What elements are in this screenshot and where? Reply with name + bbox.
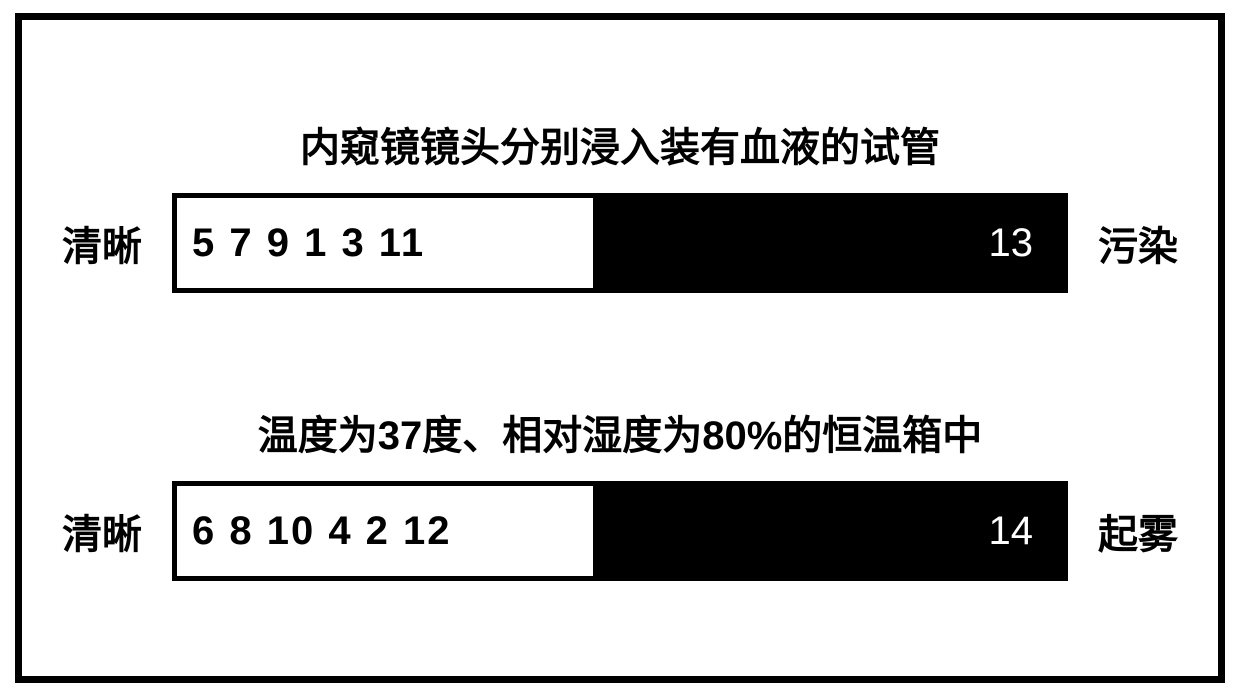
row-2-label-left: 清晰: [52, 502, 152, 560]
row-2-bar-light: 6 8 10 4 2 12: [177, 486, 593, 576]
row-2-label-right: 起雾: [1088, 502, 1188, 560]
row-1-label-left: 清晰: [52, 214, 152, 272]
row-1-title: 内窥镜镜头分别浸入装有血液的试管: [300, 115, 940, 173]
row-1-light-text: 5 7 9 1 3 11: [192, 221, 425, 266]
row-1-dark-text: 13: [989, 221, 1034, 266]
row-2-title: 温度为37度、相对湿度为80%的恒温箱中: [258, 403, 983, 461]
row-1-label-right: 污染: [1088, 214, 1188, 272]
row-2-bar-row: 清晰 6 8 10 4 2 12 14 起雾: [52, 481, 1188, 581]
row-1: 内窥镜镜头分别浸入装有血液的试管 清晰 5 7 9 1 3 11 13 污染: [52, 115, 1188, 293]
row-1-bar: 5 7 9 1 3 11 13: [172, 193, 1068, 293]
row-1-bar-light: 5 7 9 1 3 11: [177, 198, 593, 288]
row-2-dark-text: 14: [989, 509, 1034, 554]
diagram-container: 内窥镜镜头分别浸入装有血液的试管 清晰 5 7 9 1 3 11 13 污染 温…: [15, 13, 1225, 683]
row-1-bar-row: 清晰 5 7 9 1 3 11 13 污染: [52, 193, 1188, 293]
row-2-light-text: 6 8 10 4 2 12: [192, 509, 452, 554]
row-2-bar: 6 8 10 4 2 12 14: [172, 481, 1068, 581]
row-2: 温度为37度、相对湿度为80%的恒温箱中 清晰 6 8 10 4 2 12 14…: [52, 403, 1188, 581]
row-1-bar-dark: 13: [593, 198, 1063, 288]
row-2-bar-dark: 14: [593, 486, 1063, 576]
